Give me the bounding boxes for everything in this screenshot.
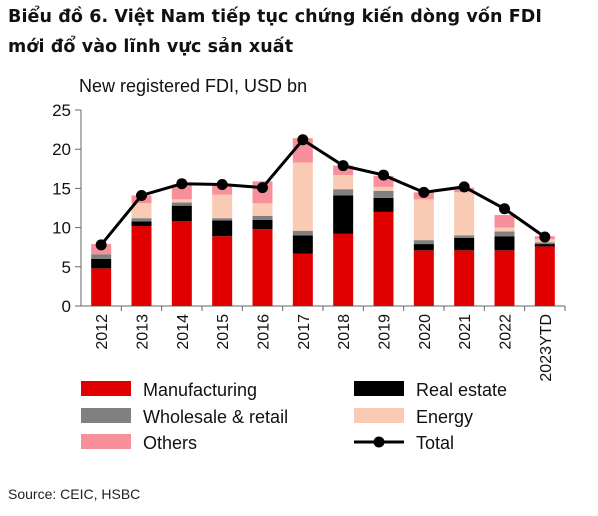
figure-title-line-2: mới đổ vào lĩnh vực sản xuất [8,37,294,57]
x-tick-label-2021: 2021 [457,314,474,350]
bar-energy-2022 [494,227,515,232]
legend-label-total: Total [416,433,454,453]
bar-wholesale-2017 [292,230,313,236]
y-tick-label: 20 [52,140,71,159]
bar-wholesale-2015 [212,218,233,221]
total-point-2017 [297,134,309,146]
bar-wholesale-2022 [494,231,515,237]
chart-title: New registered FDI, USD bn [79,76,307,96]
x-tick-label-2018: 2018 [336,314,353,350]
bar-manufacturing-2021 [454,250,475,306]
bar-energy-2013 [131,203,152,219]
total-point-2022 [499,203,510,215]
total-point-2015 [216,178,228,190]
bar-others-2022 [494,215,515,228]
x-tick-label-2020: 2020 [417,314,434,350]
bar-manufacturing-2013 [131,226,152,306]
legend-swatch-manufacturing [81,381,131,396]
bar-wholesale-2014 [171,202,192,206]
bar-real_estate-2015 [212,220,233,237]
bar-wholesale-2012 [91,254,112,259]
total-line [100,137,546,246]
bar-wholesale-2018 [333,189,354,196]
bar-manufacturing-2018 [333,233,354,306]
total-point-2014 [176,178,188,190]
total-point-2019 [378,169,389,181]
bar-real_estate-2016 [252,219,273,230]
bar-manufacturing-2015 [212,236,233,306]
bar-wholesale-2016 [252,215,273,220]
x-tick-label-2017: 2017 [296,314,313,350]
source-note: Source: CEIC, HSBC [8,486,141,502]
legend-marker-total [373,436,385,448]
bar-manufacturing-2014 [171,221,192,306]
bar-real_estate-2017 [292,235,313,254]
bar-energy-2021 [454,192,475,236]
bar-energy-2018 [333,175,354,190]
bar-others-2014 [171,184,192,200]
legend-swatch-wholesale [81,408,131,423]
bar-manufacturing-2016 [252,229,273,306]
bar-wholesale-2021 [454,235,475,238]
bar-real_estate-2022 [494,236,515,251]
bar-manufacturing-2020 [413,250,434,306]
bar-others-2019 [373,175,394,187]
total-point-2018 [337,160,349,172]
bar-wholesale-2023YTD [534,242,555,245]
total-point-2021 [458,181,470,193]
bar-energy-2016 [252,203,273,216]
x-tick-label-2023YTD: 2023YTD [538,314,555,382]
bar-energy-2019 [373,186,394,191]
bar-energy-2015 [212,194,233,219]
y-tick-label: 15 [52,179,71,198]
bar-real_estate-2020 [413,244,434,251]
x-tick-label-2016: 2016 [256,314,273,350]
x-tick-label-2019: 2019 [377,314,394,350]
bar-manufacturing-2012 [91,268,112,306]
total-point-2016 [257,182,268,194]
total-point-2012 [95,239,107,251]
bar-wholesale-2020 [413,240,434,245]
y-tick-label: 10 [52,219,71,238]
bar-real_estate-2023YTD [534,244,555,247]
x-tick-label-2022: 2022 [498,314,515,350]
y-tick-label: 5 [62,258,71,277]
bar-energy-2017 [292,162,313,231]
legend-label-wholesale: Wholesale & retail [143,407,288,427]
bar-manufacturing-2017 [292,253,313,306]
x-tick-label-2013: 2013 [135,314,152,350]
figure-title-line-1: Biểu đồ 6. Việt Nam tiếp tục chứng kiến … [8,7,543,27]
bar-real_estate-2014 [171,205,192,222]
x-tick-label-2014: 2014 [175,314,192,350]
legend-swatch-real_estate [354,381,404,396]
legend-label-others: Others [143,433,197,453]
bar-real_estate-2013 [131,221,152,227]
bar-energy-2020 [413,199,434,241]
y-tick-label: 0 [62,297,71,316]
bar-real_estate-2012 [91,258,112,269]
bar-manufacturing-2019 [373,211,394,306]
bar-manufacturing-2023YTD [534,246,555,306]
bar-real_estate-2018 [333,195,354,234]
legend-label-energy: Energy [416,407,473,427]
bar-wholesale-2019 [373,190,394,198]
legend-label-real_estate: Real estate [416,380,507,400]
bar-manufacturing-2022 [494,250,515,306]
bar-real_estate-2019 [373,197,394,212]
x-tick-label-2012: 2012 [94,314,111,350]
legend-swatch-others [81,434,131,449]
y-tick-label: 25 [52,101,71,120]
bar-real_estate-2021 [454,237,475,251]
bar-energy-2014 [171,199,192,203]
x-tick-label-2015: 2015 [215,314,232,350]
bar-wholesale-2013 [131,218,152,222]
total-point-2020 [418,186,430,198]
legend-swatch-energy [354,408,404,423]
legend-label-manufacturing: Manufacturing [143,380,257,400]
total-point-2023YTD [539,231,551,243]
total-point-2013 [136,189,147,201]
